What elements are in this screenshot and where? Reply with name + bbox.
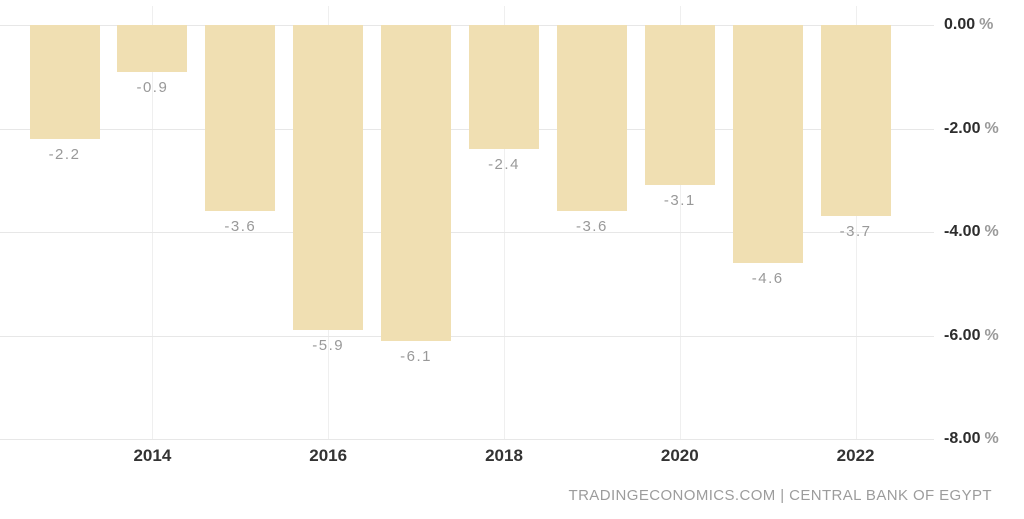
y-tick-value: -4.00 <box>944 223 981 240</box>
y-tick-percent-suffix: % <box>984 326 999 344</box>
bar-value-label: -3.6 <box>224 218 257 236</box>
x-axis-tick-label: 2020 <box>660 446 699 465</box>
y-axis-tick-label: 0.00% <box>944 15 1022 35</box>
bar-value-label: -4.6 <box>751 270 784 288</box>
chart-source-attribution: TRADINGECONOMICS.COM | CENTRAL BANK OF E… <box>568 487 992 504</box>
bar-value-label: -2.4 <box>488 156 520 174</box>
y-tick-percent-suffix: % <box>979 16 994 33</box>
bar-2019[interactable] <box>556 25 627 212</box>
bar-value-label: -3.1 <box>663 192 696 210</box>
vertical-gridline <box>679 6 681 439</box>
bar-2016[interactable] <box>293 25 364 331</box>
y-tick-value: 0.00 <box>944 16 976 33</box>
x-axis-tick-label: 2022 <box>836 446 875 465</box>
bar-2021[interactable] <box>732 25 803 264</box>
y-tick-value: -8.00 <box>944 430 981 447</box>
bar-value-label: -3.7 <box>839 223 872 241</box>
y-axis-tick-label: -8.00% <box>944 429 1022 449</box>
y-axis-tick-label: -6.00% <box>944 326 1022 346</box>
horizontal-gridline <box>0 25 934 26</box>
y-tick-percent-suffix: % <box>984 430 999 447</box>
horizontal-gridline <box>0 335 934 337</box>
y-tick-percent-suffix: % <box>984 223 999 240</box>
bar-2017[interactable] <box>381 25 452 341</box>
y-axis-tick-label: -2.00% <box>944 119 1022 139</box>
bar-value-label: -6.1 <box>400 347 433 365</box>
y-axis-tick-label: -4.00% <box>944 222 1022 242</box>
bar-value-label: -0.9 <box>136 78 169 96</box>
bar-2020[interactable] <box>644 25 715 186</box>
y-tick-percent-suffix: % <box>984 119 999 137</box>
bar-2018[interactable] <box>469 25 539 150</box>
bar-2013[interactable] <box>29 25 100 139</box>
bar-value-label: -3.6 <box>575 218 608 236</box>
x-axis-tick-label: 2014 <box>133 446 172 465</box>
vertical-gridline <box>855 6 857 439</box>
bar-2015[interactable] <box>205 25 276 212</box>
vertical-gridline <box>504 6 505 439</box>
y-tick-value: -6.00 <box>944 326 981 344</box>
bar-value-label: -5.9 <box>312 337 345 355</box>
y-tick-value: -2.00 <box>944 119 981 137</box>
horizontal-gridline <box>0 439 934 440</box>
horizontal-gridline <box>0 232 934 233</box>
vertical-gridline <box>152 6 154 439</box>
x-axis-tick-label: 2018 <box>485 446 523 465</box>
bar-2014[interactable] <box>117 25 188 72</box>
bar-2022[interactable] <box>820 25 891 217</box>
bar-value-label: -2.2 <box>48 145 81 163</box>
x-axis-tick-label: 2016 <box>309 446 348 465</box>
horizontal-gridline <box>0 128 934 130</box>
